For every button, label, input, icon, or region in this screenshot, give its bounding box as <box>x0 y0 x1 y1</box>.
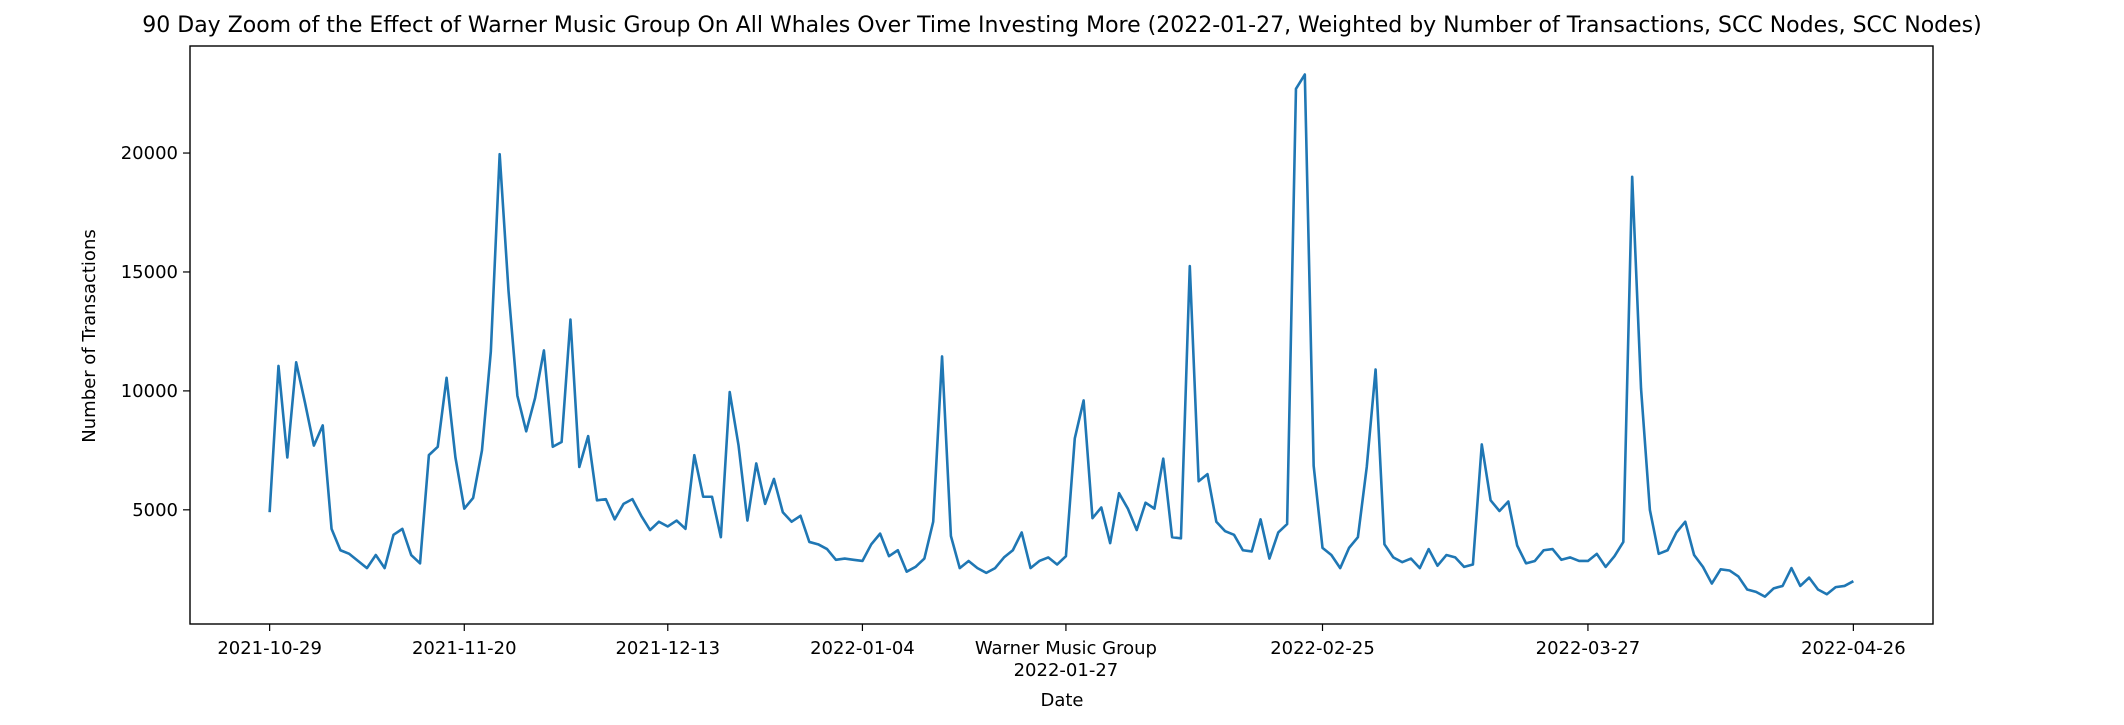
y-tick-label: 5000 <box>132 500 178 521</box>
y-tick-label: 20000 <box>121 143 178 164</box>
x-tick-label: 2022-04-26 <box>1801 638 1906 659</box>
chart-title: 90 Day Zoom of the Effect of Warner Musi… <box>142 13 1981 38</box>
y-axis-label: Number of Transactions <box>79 229 100 442</box>
y-tick-label: 15000 <box>121 262 178 283</box>
series-line <box>268 73 1854 598</box>
x-tick-label: Warner Music Group 2022-01-27 <box>975 638 1157 681</box>
x-tick-label: 2021-12-13 <box>615 638 720 659</box>
y-tick-label: 10000 <box>121 381 178 402</box>
plot-frame <box>189 45 1934 625</box>
y-axis: 5000 10000 15000 20000 <box>121 143 190 521</box>
series-group <box>268 73 1854 598</box>
x-tick-label: 2022-02-25 <box>1270 638 1375 659</box>
x-tick-label: 2022-01-04 <box>810 638 915 659</box>
x-tick-label: 2022-03-27 <box>1536 638 1641 659</box>
x-tick-label: 2021-11-20 <box>412 638 517 659</box>
x-tick-label: 2021-10-29 <box>217 638 322 659</box>
x-axis-label: Date <box>1040 690 1083 711</box>
x-axis: 2021-10-29 2021-11-20 2021-12-13 2022-01-04… <box>217 624 1906 681</box>
plot-area <box>189 45 1934 625</box>
